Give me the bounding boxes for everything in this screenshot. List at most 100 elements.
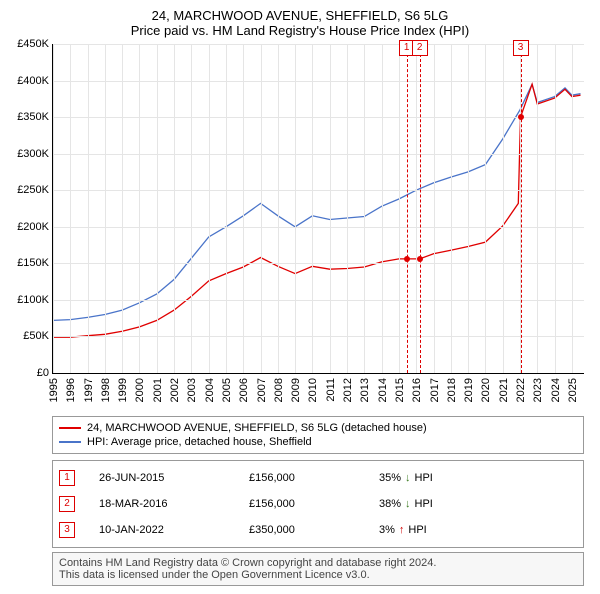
gridline-v [312, 44, 313, 373]
sale-index: 2 [59, 496, 75, 512]
sale-marker-box: 3 [513, 40, 529, 56]
gridline-h [53, 263, 584, 264]
legend-swatch [59, 441, 81, 443]
x-axis-label: 2024 [550, 378, 562, 402]
gridline-v [191, 44, 192, 373]
gridline-h [53, 227, 584, 228]
gridline-v [70, 44, 71, 373]
gridline-v [122, 44, 123, 373]
x-axis-label: 1999 [117, 378, 129, 402]
sale-index: 3 [59, 522, 75, 538]
sale-row: 218-MAR-2016£156,00038%↓HPI [59, 491, 577, 517]
x-axis-label: 2012 [342, 378, 354, 402]
y-axis-label: £300K [17, 148, 49, 160]
gridline-h [53, 154, 584, 155]
x-axis-label: 2017 [429, 378, 441, 402]
x-axis-label: 2007 [256, 378, 268, 402]
gridline-v [451, 44, 452, 373]
x-axis-label: 2019 [463, 378, 475, 402]
sale-marker-box: 2 [412, 40, 428, 56]
sale-price: £156,000 [249, 498, 379, 510]
gridline-h [53, 117, 584, 118]
sale-marker-dot [417, 256, 423, 262]
gridline-v [157, 44, 158, 373]
gridline-v [226, 44, 227, 373]
sale-vs-hpi: 38%↓HPI [379, 498, 433, 510]
sale-pct: 3% [379, 524, 395, 536]
gridline-v [503, 44, 504, 373]
sale-vs-label: HPI [415, 472, 433, 484]
series-line [53, 84, 581, 320]
chart-lines [53, 44, 584, 373]
x-axis-label: 1995 [48, 378, 60, 402]
gridline-v [537, 44, 538, 373]
x-axis-label: 2004 [204, 378, 216, 402]
sale-price: £156,000 [249, 472, 379, 484]
gridline-v [139, 44, 140, 373]
x-axis-label: 2011 [325, 378, 337, 402]
gridline-v [295, 44, 296, 373]
x-axis-label: 1998 [100, 378, 112, 402]
x-axis-label: 2016 [411, 378, 423, 402]
sale-row: 3 10-JAN-2022£350,0003% ↑HPI [59, 517, 577, 543]
x-axis-label: 2023 [532, 378, 544, 402]
sale-marker-dot [404, 256, 410, 262]
x-axis-label: 2018 [446, 378, 458, 402]
gridline-v [382, 44, 383, 373]
sales-table: 126-JUN-2015£156,00035%↓HPI218-MAR-2016£… [52, 460, 584, 548]
gridline-v [261, 44, 262, 373]
sale-marker-line [420, 44, 421, 373]
legend-item: HPI: Average price, detached house, Shef… [59, 435, 577, 449]
sale-marker-line [521, 44, 522, 373]
gridline-h [53, 44, 584, 45]
x-axis-label: 2014 [377, 378, 389, 402]
x-axis-label: 2001 [152, 378, 164, 402]
x-axis-label: 2021 [498, 378, 510, 402]
x-axis-label: 1997 [83, 378, 95, 402]
arrow-up-icon: ↑ [399, 524, 405, 536]
gridline-v [468, 44, 469, 373]
gridline-h [53, 300, 584, 301]
x-axis-label: 1996 [65, 378, 77, 402]
gridline-v [555, 44, 556, 373]
legend-swatch [59, 427, 81, 429]
gridline-h [53, 336, 584, 337]
sale-index: 1 [59, 470, 75, 486]
chart-container: 24, MARCHWOOD AVENUE, SHEFFIELD, S6 5LG … [0, 0, 600, 594]
sale-marker-dot [518, 114, 524, 120]
sale-vs-hpi: 35%↓HPI [379, 472, 433, 484]
footer-line-2: This data is licensed under the Open Gov… [59, 569, 577, 581]
gridline-h [53, 190, 584, 191]
gridline-h [53, 81, 584, 82]
gridline-v [485, 44, 486, 373]
x-axis-label: 2020 [480, 378, 492, 402]
x-axis-label: 2013 [359, 378, 371, 402]
y-axis-label: £50K [23, 330, 49, 342]
gridline-v [347, 44, 348, 373]
gridline-v [434, 44, 435, 373]
footer-line-1: Contains HM Land Registry data © Crown c… [59, 557, 577, 569]
gridline-v [572, 44, 573, 373]
sale-pct: 38% [379, 498, 401, 510]
legend-item: 24, MARCHWOOD AVENUE, SHEFFIELD, S6 5LG … [59, 421, 577, 435]
gridline-v [174, 44, 175, 373]
sale-vs-label: HPI [415, 498, 433, 510]
sale-price: £350,000 [249, 524, 379, 536]
y-axis-label: £450K [17, 38, 49, 50]
x-axis-label: 2015 [394, 378, 406, 402]
sale-row: 126-JUN-2015£156,00035%↓HPI [59, 465, 577, 491]
x-axis-label: 2000 [134, 378, 146, 402]
y-axis-label: £250K [17, 184, 49, 196]
arrow-down-icon: ↓ [405, 472, 411, 484]
legend-label: 24, MARCHWOOD AVENUE, SHEFFIELD, S6 5LG … [87, 422, 427, 434]
gridline-v [105, 44, 106, 373]
sale-vs-label: HPI [408, 524, 426, 536]
y-axis-label: £400K [17, 75, 49, 87]
chart-title-address: 24, MARCHWOOD AVENUE, SHEFFIELD, S6 5LG [8, 8, 592, 23]
legend: 24, MARCHWOOD AVENUE, SHEFFIELD, S6 5LG … [52, 416, 584, 454]
chart-title-sub: Price paid vs. HM Land Registry's House … [8, 23, 592, 38]
gridline-v [278, 44, 279, 373]
sale-date: 10-JAN-2022 [99, 524, 249, 536]
gridline-v [209, 44, 210, 373]
gridline-v [88, 44, 89, 373]
